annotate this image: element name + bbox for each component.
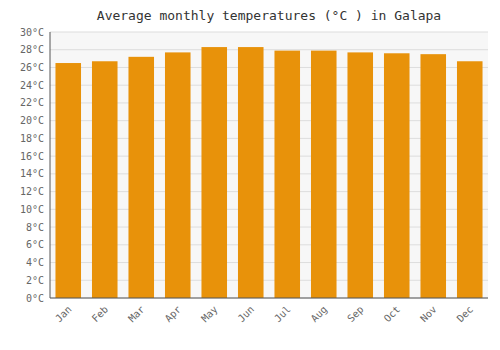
bar [274,51,300,298]
bar [347,52,373,298]
bar [384,53,410,298]
bar [55,63,81,298]
x-tick-label: Jan [53,304,74,325]
x-tick-label: May [199,304,220,325]
title: Average monthly temperatures (°C ) in Ga… [97,8,441,23]
bar [457,61,483,298]
y-tick-label: 22°C [20,97,44,108]
bar [128,57,154,298]
x-tick-label: Dec [455,304,476,325]
grid-line [50,32,488,33]
x-tick-label: Nov [418,304,439,325]
bar [311,51,337,298]
y-tick-label: 8°C [26,222,44,233]
y-tick-label: 30°C [20,27,44,38]
x-tick-label: Aug [309,304,330,325]
grid-line [50,49,488,50]
chart: 0°C 2°C 4°C 6°C 8°C 10°C 12°C 14°C 16°C 18°C 20°C 2… [0,0,500,350]
y-tick-label: 12°C [20,186,44,197]
y-tick-label: 10°C [20,204,44,215]
x-tick-label: Sep [345,304,366,325]
x-tick-label: Apr [163,304,184,325]
grid [50,32,488,298]
x-tick-label: Feb [90,304,111,325]
chart-container: 0°C 2°C 4°C 6°C 8°C 10°C 12°C 14°C 16°C 18°C 20°C 2… [0,0,500,350]
y-tick-label: 24°C [20,80,44,91]
y-tick-label: 16°C [20,151,44,162]
y-tick-label: 18°C [20,133,44,144]
y-tick-label: 2°C [26,275,44,286]
bar [420,54,446,298]
x-axis-line [50,298,488,299]
bar [92,61,118,298]
y-tick-label: 4°C [26,257,44,268]
bars [55,47,482,298]
y-tick-label: 0°C [26,293,44,304]
y-tick-label: 14°C [20,168,44,179]
y-tick-label: 6°C [26,239,44,250]
plot-background [50,32,488,298]
y-axis-line [50,32,51,298]
bar [238,47,264,298]
y-tick-label: 28°C [20,44,44,55]
bar [201,47,227,298]
y-tick-label: 26°C [20,62,44,73]
x-tick-label: Oct [382,304,403,325]
y-tick-label: 20°C [20,115,44,126]
x-tick-label: Mar [126,304,147,325]
x-tick-label: Jul [272,304,293,325]
bar [165,52,191,298]
grid-line [50,298,488,299]
x-tick-label: Jun [236,304,257,325]
